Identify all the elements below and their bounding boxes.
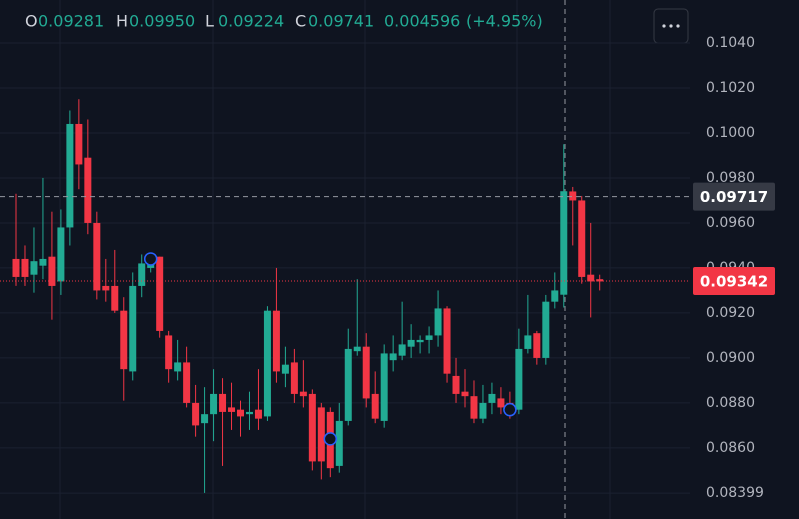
candle-body: [12, 258, 20, 277]
y-tick-label: 0.08399: [706, 485, 764, 501]
candle-body: [299, 391, 307, 397]
ohlc-value: 0.09741: [308, 12, 374, 31]
change: 0.004596: [384, 12, 460, 31]
candle-body: [443, 308, 451, 374]
candle-body: [237, 409, 244, 417]
candle-body: [102, 285, 110, 291]
candle-body: [596, 279, 604, 282]
candle-body: [30, 261, 38, 275]
y-tick-label: 0.0960: [706, 215, 755, 231]
ohlc-key: H: [116, 12, 128, 31]
marker: [503, 402, 517, 417]
candle-body: [497, 398, 505, 408]
candle-body: [578, 200, 586, 277]
candle-body: [272, 310, 280, 372]
y-tick-label: 0.0920: [706, 305, 755, 321]
candle-body: [183, 362, 191, 403]
candle-body: [228, 407, 236, 412]
candle-body: [254, 409, 262, 419]
candle-body: [308, 393, 316, 462]
candle-body: [192, 402, 200, 426]
candle-body: [290, 362, 298, 394]
candle-body: [488, 393, 496, 403]
candle-body: [479, 402, 487, 419]
candle-body: [201, 414, 209, 424]
candle-body: [515, 348, 523, 410]
y-tick-label: 0.0980: [706, 170, 755, 186]
candle-body: [93, 222, 101, 291]
candle-body: [344, 348, 352, 421]
ohlc-key: C: [295, 12, 306, 31]
candle-body: [165, 335, 173, 370]
crosshair-label: 0.09717: [700, 188, 768, 206]
marker: [143, 252, 158, 266]
candle-body: [21, 258, 29, 277]
candle-body: [470, 396, 478, 419]
menu-dot[interactable]: [669, 24, 673, 28]
candle-body: [542, 301, 550, 358]
change-percent: (+4.95%): [466, 12, 543, 31]
candle-body: [353, 346, 361, 352]
ohlc-key: O: [25, 12, 38, 31]
candle-body: [335, 420, 343, 466]
candle-body: [156, 256, 164, 331]
ohlc-value: 0.09281: [38, 12, 104, 31]
candle-body: [533, 333, 541, 358]
candle-body: [524, 335, 532, 349]
candle-body: [138, 263, 146, 286]
y-tick-label: 0.1040: [706, 35, 755, 51]
candle-body: [281, 364, 289, 374]
candle-body: [560, 191, 568, 295]
candle-body: [57, 227, 65, 282]
candle-body: [587, 274, 595, 282]
candle-body: [263, 310, 271, 417]
crosshair-box: [693, 182, 775, 211]
menu-button[interactable]: [653, 8, 689, 44]
candle-body: [120, 310, 128, 370]
candle-body: [407, 339, 415, 347]
candle-body: [569, 191, 577, 201]
candle-body: [111, 285, 119, 311]
candle-body: [39, 258, 47, 266]
menu-dot[interactable]: [662, 24, 666, 28]
vertical-grid: [59, 0, 611, 519]
y-tick-label: 0.1020: [706, 80, 755, 96]
candle-body: [174, 362, 182, 372]
candle-body: [75, 123, 83, 165]
ohlc-key: L: [205, 12, 214, 31]
candle-body: [452, 375, 460, 394]
candle-body: [362, 346, 370, 399]
candle-body: [66, 123, 74, 228]
candle-body: [434, 308, 442, 336]
y-tick-label: 0.0860: [706, 440, 755, 456]
candle-body: [380, 353, 388, 421]
candle-body: [129, 285, 137, 372]
candle-body: [461, 391, 469, 397]
candle-body: [371, 393, 379, 419]
y-tick-label: 0.1000: [706, 125, 755, 141]
candle-body: [84, 157, 92, 223]
candle-body: [219, 393, 227, 412]
candle-body: [210, 393, 218, 415]
candle-body: [425, 335, 433, 340]
ohlc-value: 0.09950: [129, 12, 195, 31]
candle-body: [245, 411, 253, 415]
candle-body: [317, 407, 325, 462]
marker: [323, 432, 338, 446]
candle-body: [398, 344, 406, 356]
candle-body: [416, 339, 424, 343]
last-price-box: [693, 266, 775, 295]
candle-body: [551, 290, 559, 302]
last-price-label: 0.09342: [700, 272, 768, 290]
candle-body: [48, 256, 56, 286]
ohlc-value: 0.09224: [218, 12, 284, 31]
y-tick-label: 0.0880: [706, 395, 755, 411]
y-tick-label: 0.0900: [706, 350, 755, 366]
candle-body: [389, 353, 397, 361]
menu-dot[interactable]: [676, 24, 680, 28]
